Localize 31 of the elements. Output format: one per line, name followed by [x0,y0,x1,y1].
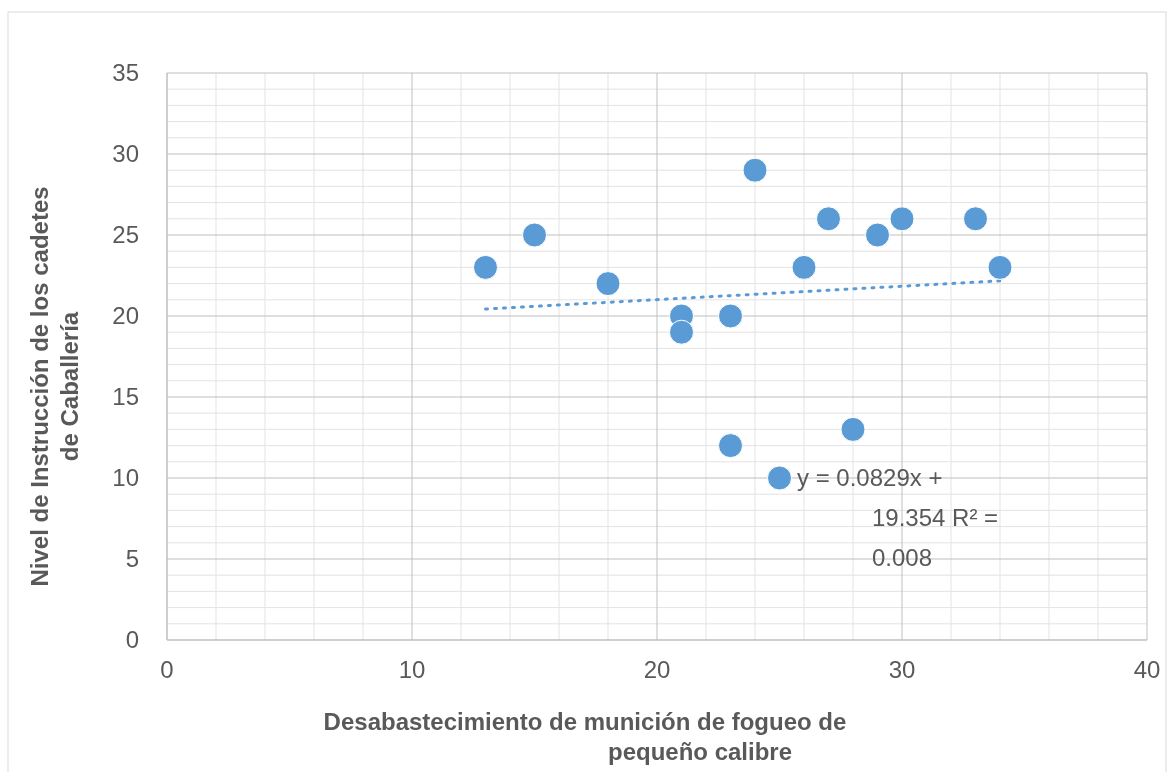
point [718,433,743,459]
point [865,222,890,248]
point [963,206,988,232]
x-tick-label: 40 [1133,656,1161,683]
point [669,319,694,345]
x-tick-label: 20 [643,656,671,683]
point [742,157,768,183]
y-tick-label: 15 [112,383,139,411]
point [987,254,1013,280]
point [889,206,915,232]
point [840,416,866,442]
point [522,222,547,248]
x-tick-label: 0 [160,656,174,683]
y-tick-label: 30 [112,140,139,168]
y-tick-label: 5 [125,545,139,573]
y-tick-label: 35 [112,59,139,87]
point [767,465,792,491]
x-axis-title: Desabastecimiento de munición de fogueo de pequeño calibre [323,708,847,765]
point [595,271,621,297]
y-tick-label: 20 [112,302,139,330]
annotation: y = 0.0829x + 19.354 R² = 0.008 [797,464,999,571]
x-tick-label: 10 [398,656,426,683]
point [473,254,498,280]
y-tick-label: 10 [112,464,139,492]
y-tick-label: 25 [112,221,139,249]
x-tick-label: 30 [888,656,916,683]
y-tick-label: 0 [125,626,139,654]
point [718,303,743,329]
y-axis-title: Nivel de Instrucción de los cadetes de Caballería [26,186,83,587]
point [816,206,841,232]
point [791,254,817,280]
